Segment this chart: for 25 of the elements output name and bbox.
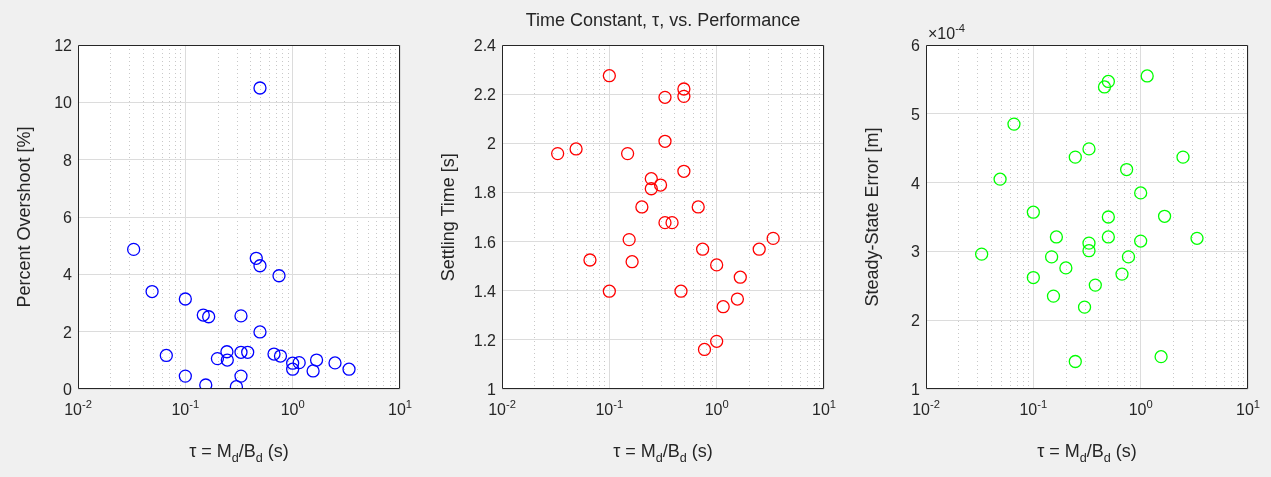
- y-tick-label: 1.8: [473, 184, 497, 202]
- y-tick-label: 8: [63, 151, 73, 169]
- y-tick-label: 1: [911, 381, 921, 398]
- y-tick-label: 12: [54, 37, 73, 54]
- y-tick-label: 5: [911, 105, 921, 123]
- y-tick-label: 1.6: [473, 233, 497, 251]
- y-axis-title: Percent Overshoot [%]: [14, 126, 34, 308]
- y-tick-label: 0: [63, 381, 73, 398]
- chart-title: Time Constant, τ, vs. Performance: [525, 10, 801, 30]
- y-tick-label: 6: [911, 37, 921, 54]
- y-axis-title: Steady-State Error [m]: [862, 127, 882, 307]
- y-tick-label: 6: [63, 209, 73, 226]
- y-tick-label: 3: [911, 243, 921, 261]
- y-tick-label: 1: [487, 381, 497, 398]
- y-tick-label: 2.4: [473, 37, 497, 54]
- y-tick-label: 2.2: [473, 86, 497, 104]
- y-tick-label: 1.2: [473, 331, 497, 349]
- y-tick-label: 4: [63, 266, 73, 284]
- y-tick-label: 10: [54, 94, 73, 112]
- y-tick-label: 2: [63, 323, 73, 341]
- y-axis-title: Settling Time [s]: [438, 153, 458, 282]
- y-tick-label: 4: [911, 174, 921, 192]
- y-tick-label: 2: [487, 135, 497, 153]
- y-tick-label: 1.4: [473, 282, 497, 300]
- y-tick-label: 2: [911, 312, 921, 330]
